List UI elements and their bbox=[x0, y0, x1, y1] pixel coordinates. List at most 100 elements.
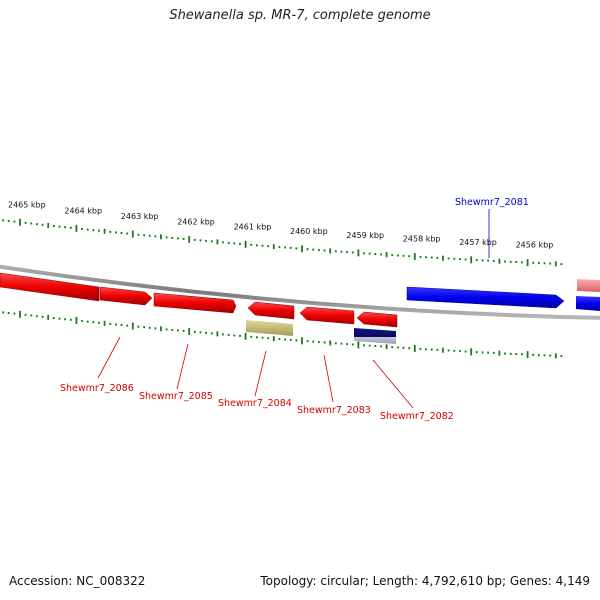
gene-forward-faded[interactable] bbox=[577, 279, 600, 292]
major-tick bbox=[357, 341, 360, 349]
tick-label-2456: 2456 kbp bbox=[516, 241, 554, 250]
minor-tick bbox=[385, 344, 388, 350]
label-shewmr7-2085[interactable]: Shewmr7_2085 bbox=[139, 391, 213, 402]
accession-label: Accession: NC_008322 bbox=[9, 574, 146, 588]
gene-shewmr7-2084[interactable] bbox=[247, 301, 295, 320]
minor-tick bbox=[509, 260, 512, 263]
minor-tick bbox=[515, 261, 518, 263]
label-shewmr7-2086[interactable]: Shewmr7_2086 bbox=[60, 383, 134, 394]
minor-tick bbox=[459, 350, 461, 353]
minor-tick bbox=[193, 330, 196, 333]
minor-tick bbox=[498, 350, 501, 356]
gene-shewmr7-2081[interactable] bbox=[406, 286, 565, 309]
minor-tick bbox=[419, 255, 422, 258]
minor-tick bbox=[103, 320, 106, 326]
tick-label-2465: 2465 kbp bbox=[8, 200, 46, 209]
minor-tick bbox=[504, 352, 506, 355]
minor-tick bbox=[126, 232, 129, 235]
minor-tick bbox=[256, 244, 258, 247]
minor-tick bbox=[289, 246, 292, 249]
minor-tick bbox=[272, 336, 275, 342]
minor-tick bbox=[543, 354, 546, 357]
major-tick bbox=[244, 240, 247, 248]
minor-tick bbox=[464, 258, 467, 261]
minor-tick bbox=[549, 354, 552, 357]
minor-tick bbox=[64, 318, 66, 321]
leader-2086 bbox=[97, 336, 121, 379]
minor-tick bbox=[323, 341, 326, 344]
minor-tick bbox=[115, 323, 117, 326]
minor-tick bbox=[120, 232, 123, 234]
minor-tick bbox=[13, 220, 16, 223]
minor-tick bbox=[340, 342, 343, 345]
minor-tick bbox=[205, 331, 207, 334]
major-tick bbox=[75, 316, 78, 324]
minor-tick bbox=[515, 353, 518, 355]
inner-tick-marks bbox=[2, 310, 563, 359]
minor-tick bbox=[351, 251, 354, 254]
tick-label-2457: 2457 kbp bbox=[459, 238, 497, 247]
label-shewmr7-2084[interactable]: Shewmr7_2084 bbox=[218, 398, 292, 409]
label-shewmr7-2083[interactable]: Shewmr7_2083 bbox=[297, 405, 371, 416]
minor-tick bbox=[261, 244, 264, 247]
minor-tick bbox=[171, 236, 174, 239]
minor-tick bbox=[447, 349, 450, 352]
minor-tick bbox=[233, 334, 236, 337]
gene-shewmr7-2086-b[interactable] bbox=[99, 286, 153, 306]
minor-tick bbox=[318, 249, 320, 252]
minor-tick bbox=[329, 340, 332, 346]
minor-tick bbox=[86, 228, 89, 231]
minor-tick bbox=[295, 247, 298, 250]
minor-tick bbox=[363, 252, 365, 255]
outer-tick-marks bbox=[2, 218, 563, 267]
minor-tick bbox=[487, 259, 489, 262]
minor-tick bbox=[148, 234, 151, 237]
minor-tick bbox=[374, 253, 377, 255]
minor-tick bbox=[430, 348, 433, 351]
gene-shewmr7-2085[interactable] bbox=[153, 292, 237, 314]
minor-tick bbox=[41, 315, 44, 318]
leader-2085 bbox=[176, 343, 189, 390]
feature-navy[interactable] bbox=[354, 328, 396, 344]
label-shewmr7-2082[interactable]: Shewmr7_2082 bbox=[380, 411, 454, 422]
minor-tick bbox=[329, 248, 332, 254]
gene-reverse-offscreen[interactable] bbox=[576, 296, 600, 311]
minor-tick bbox=[492, 351, 495, 354]
tick-label-2460: 2460 kbp bbox=[290, 227, 328, 236]
tick-label-2463: 2463 kbp bbox=[121, 212, 159, 221]
gene-shewmr7-2086[interactable] bbox=[0, 272, 100, 302]
minor-tick bbox=[58, 225, 61, 228]
minor-tick bbox=[538, 262, 540, 265]
minor-tick bbox=[492, 259, 495, 262]
minor-tick bbox=[36, 223, 38, 226]
leader-2084 bbox=[254, 350, 267, 397]
minor-tick bbox=[2, 311, 4, 314]
label-shewmr7-2081[interactable]: Shewmr7_2081 bbox=[455, 197, 529, 208]
minor-tick bbox=[391, 254, 394, 257]
feature-olive[interactable] bbox=[246, 320, 293, 336]
minor-tick bbox=[368, 344, 371, 347]
minor-tick bbox=[442, 255, 444, 261]
minor-tick bbox=[272, 244, 275, 250]
minor-tick bbox=[7, 220, 10, 222]
minor-tick bbox=[521, 261, 523, 264]
minor-tick bbox=[193, 238, 196, 241]
gene-shewmr7-2083[interactable] bbox=[299, 306, 355, 325]
minor-tick bbox=[233, 242, 236, 245]
minor-tick bbox=[177, 329, 179, 332]
minor-tick bbox=[481, 351, 484, 354]
minor-tick bbox=[306, 340, 309, 343]
minor-tick bbox=[222, 241, 224, 244]
minor-tick bbox=[306, 248, 309, 251]
minor-tick bbox=[560, 355, 563, 358]
gene-shewmr7-2082[interactable] bbox=[356, 311, 398, 328]
map-title: Shewanella sp. MR-7, complete genome bbox=[169, 8, 431, 23]
major-tick bbox=[413, 253, 416, 260]
minor-tick bbox=[171, 328, 174, 331]
tick-label-2464: 2464 kbp bbox=[64, 206, 102, 215]
minor-tick bbox=[509, 352, 512, 355]
minor-tick bbox=[36, 315, 38, 318]
minor-tick bbox=[380, 345, 382, 348]
minor-tick bbox=[295, 339, 298, 342]
minor-tick bbox=[30, 314, 33, 317]
